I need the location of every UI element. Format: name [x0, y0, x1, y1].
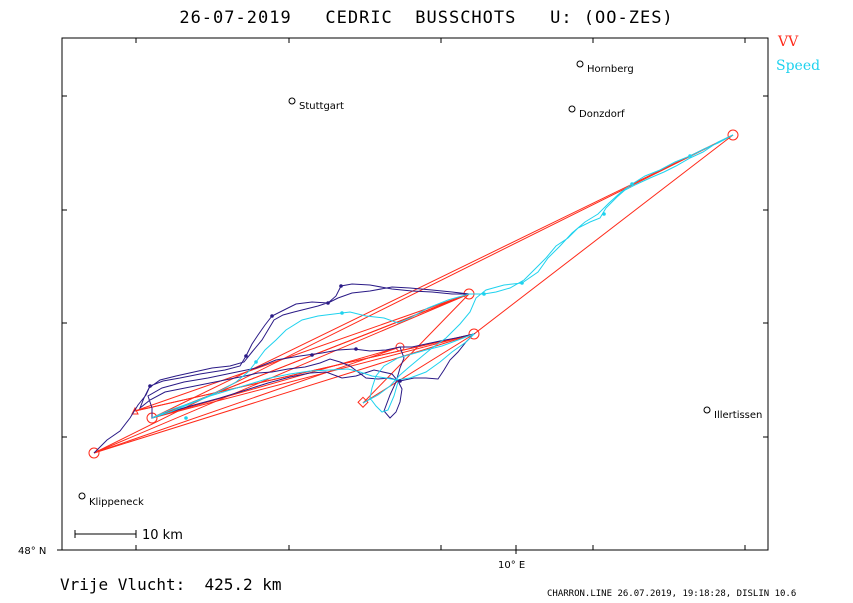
place-donzdorf: Donzdorf: [568, 105, 625, 120]
place-marker-icon: [288, 97, 296, 105]
x-tick-label: 10° E: [498, 560, 525, 571]
turnpoint-icon: [468, 328, 480, 340]
place-marker-icon: [576, 60, 584, 68]
place-marker-icon: [568, 105, 576, 113]
track-dark: [93, 283, 476, 454]
map-frame: [61, 37, 769, 551]
place-label: Klippeneck: [89, 497, 144, 508]
finish-marker-icon: [131, 406, 139, 415]
place-marker-icon: [703, 406, 711, 414]
turnpoint-icon: [88, 447, 100, 459]
vv-line-4: [134, 333, 475, 412]
vv-line-5: [93, 346, 401, 454]
place-hornberg: Hornberg: [576, 60, 634, 75]
place-illertissen: Illertissen: [703, 406, 762, 421]
place-label: Illertissen: [714, 410, 762, 421]
place-stuttgart: Stuttgart: [288, 97, 344, 112]
legend-vv: VV: [778, 34, 799, 50]
turnpoints: [88, 129, 739, 459]
start-marker-icon: [357, 396, 369, 408]
vv-task-lines: [93, 134, 734, 454]
place-marker-icon: [78, 492, 86, 500]
place-label: Hornberg: [587, 64, 634, 75]
place-label: Stuttgart: [299, 101, 344, 112]
footer-credits: CHARRON.LINE 26.07.2019, 19:18:28, DISLI…: [547, 589, 797, 599]
scale-label: 10 km: [142, 528, 183, 543]
vv-triangle-1: [93, 134, 734, 454]
track-speed: [151, 134, 734, 419]
y-tick-label: 48° N: [18, 546, 46, 557]
place-label: Donzdorf: [579, 109, 625, 120]
map-title: 26-07-2019 CEDRIC BUSSCHOTS U: (OO-ZES): [179, 8, 674, 28]
scale-bar: [74, 530, 137, 538]
place-klippeneck: Klippeneck: [78, 492, 144, 508]
legend-speed: Speed: [776, 58, 821, 74]
track-markers: [148, 154, 692, 420]
free-flight-distance: Vrije Vlucht: 425.2 km: [60, 575, 282, 594]
axis-ticks: [57, 38, 768, 554]
vv-line-6: [362, 293, 470, 404]
turnpoint-icon: [727, 129, 739, 141]
